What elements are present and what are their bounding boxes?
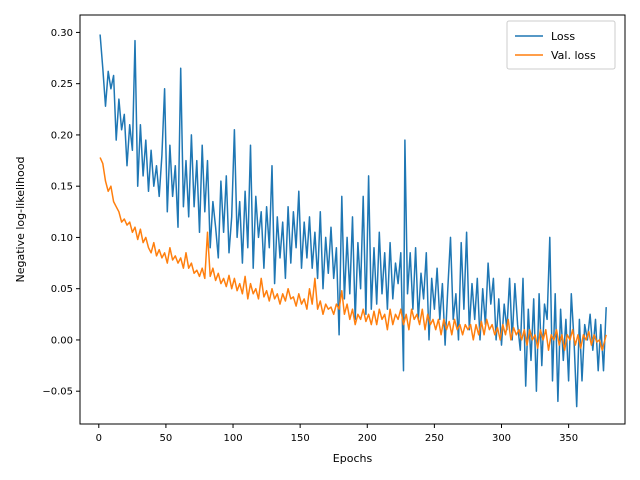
legend-label: Loss	[551, 30, 575, 43]
legend-label: Val. loss	[551, 49, 596, 62]
x-tick-label: 300	[492, 433, 511, 444]
y-tick-label: 0.15	[51, 182, 73, 193]
x-axis-label: Epochs	[333, 452, 373, 465]
y-tick-label: 0.00	[51, 335, 73, 346]
x-tick-label: 150	[291, 433, 310, 444]
y-tick-label: 0.10	[51, 233, 73, 244]
legend: Loss Val. loss	[507, 21, 615, 69]
x-tick-label: 200	[358, 433, 377, 444]
y-tick-label: −0.05	[42, 387, 73, 398]
x-tick-label: 350	[559, 433, 578, 444]
x-tick-label: 50	[160, 433, 173, 444]
y-tick-label: 0.30	[51, 28, 73, 39]
x-tick-label: 100	[223, 433, 242, 444]
y-tick-label: 0.20	[51, 130, 73, 141]
y-tick-label: 0.05	[51, 284, 73, 295]
y-tick-label: 0.25	[51, 79, 73, 90]
x-tick-label: 0	[96, 433, 102, 444]
y-axis-label: Negative log-likelihood	[14, 157, 27, 283]
x-tick-label: 250	[425, 433, 444, 444]
